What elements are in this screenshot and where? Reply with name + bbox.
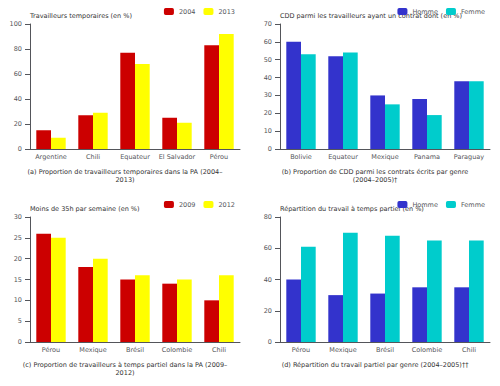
svg-text:Pérou: Pérou <box>42 346 60 354</box>
svg-text:30: 30 <box>264 91 272 99</box>
svg-text:Bolivie: Bolivie <box>290 153 312 161</box>
svg-text:15: 15 <box>14 276 22 284</box>
svg-text:40: 40 <box>264 276 272 284</box>
svg-text:40: 40 <box>264 74 272 82</box>
svg-text:Mexique: Mexique <box>329 346 356 354</box>
svg-text:2012): 2012) <box>115 369 134 377</box>
svg-text:Colombie: Colombie <box>412 346 443 354</box>
svg-text:(2004–2005)†: (2004–2005)† <box>353 176 398 184</box>
svg-text:0: 0 <box>18 338 22 346</box>
svg-text:Homme: Homme <box>412 8 438 16</box>
svg-text:Colombie: Colombie <box>162 346 193 354</box>
svg-text:0: 0 <box>268 338 272 346</box>
svg-text:10: 10 <box>14 296 22 304</box>
svg-text:10: 10 <box>264 127 272 135</box>
svg-text:Chili: Chili <box>462 346 476 354</box>
svg-text:60: 60 <box>14 70 22 78</box>
svg-text:El Salvador: El Salvador <box>159 153 196 161</box>
svg-text:Brésil: Brésil <box>376 346 394 354</box>
svg-text:Répartition du travail à temps: Répartition du travail à temps partiel (… <box>280 204 424 213</box>
svg-text:Paraguay: Paraguay <box>454 153 484 161</box>
svg-text:Panama: Panama <box>414 153 440 161</box>
svg-text:CDD parmi les travailleurs aya: CDD parmi les travailleurs ayant un cont… <box>280 11 463 20</box>
svg-text:5: 5 <box>18 317 22 325</box>
svg-text:(a) Proportion de travailleurs: (a) Proportion de travailleurs temporair… <box>28 168 223 176</box>
svg-text:70: 70 <box>264 20 272 28</box>
svg-text:20: 20 <box>14 255 22 263</box>
svg-text:20: 20 <box>264 307 272 315</box>
svg-text:100: 100 <box>10 20 22 28</box>
svg-text:(d) Répartition du travail par: (d) Répartition du travail partiel par g… <box>282 361 470 369</box>
svg-text:50: 50 <box>264 56 272 64</box>
svg-text:80: 80 <box>264 213 272 221</box>
svg-text:20: 20 <box>264 109 272 117</box>
svg-text:Pérou: Pérou <box>292 346 310 354</box>
svg-text:Equateur: Equateur <box>328 153 358 161</box>
svg-text:2013: 2013 <box>218 8 235 16</box>
svg-text:2004: 2004 <box>179 8 196 16</box>
svg-text:60: 60 <box>264 38 272 46</box>
svg-text:40: 40 <box>14 95 22 103</box>
svg-text:Chili: Chili <box>212 346 226 354</box>
svg-text:0: 0 <box>268 145 272 153</box>
svg-text:Equateur: Equateur <box>120 153 150 161</box>
svg-text:Chili: Chili <box>86 153 100 161</box>
svg-text:2013): 2013) <box>115 176 134 184</box>
svg-text:2012: 2012 <box>218 201 235 209</box>
svg-text:(c) Proportion de travailleurs: (c) Proportion de travailleurs à temps p… <box>23 361 228 369</box>
svg-text:Argentine: Argentine <box>35 153 67 161</box>
svg-text:20: 20 <box>14 120 22 128</box>
svg-text:80: 80 <box>14 45 22 53</box>
svg-text:Mexique: Mexique <box>79 346 106 354</box>
svg-text:25: 25 <box>14 234 22 242</box>
svg-text:Moins de 35h par semaine (en %: Moins de 35h par semaine (en %) <box>30 205 140 213</box>
svg-text:Pérou: Pérou <box>210 153 228 161</box>
svg-text:60: 60 <box>264 244 272 252</box>
svg-text:Mexique: Mexique <box>371 153 398 161</box>
svg-text:2009: 2009 <box>179 201 196 209</box>
svg-text:0: 0 <box>18 145 22 153</box>
svg-text:(b) Proportion de CDD parmi le: (b) Proportion de CDD parmi les contrats… <box>282 168 468 176</box>
svg-text:Brésil: Brésil <box>126 346 144 354</box>
svg-text:Femme: Femme <box>461 201 485 209</box>
svg-text:30: 30 <box>14 213 22 221</box>
svg-text:Travailleurs temporaires (en %: Travailleurs temporaires (en %) <box>29 12 132 20</box>
svg-text:Femme: Femme <box>461 8 485 16</box>
svg-text:Homme: Homme <box>412 201 438 209</box>
